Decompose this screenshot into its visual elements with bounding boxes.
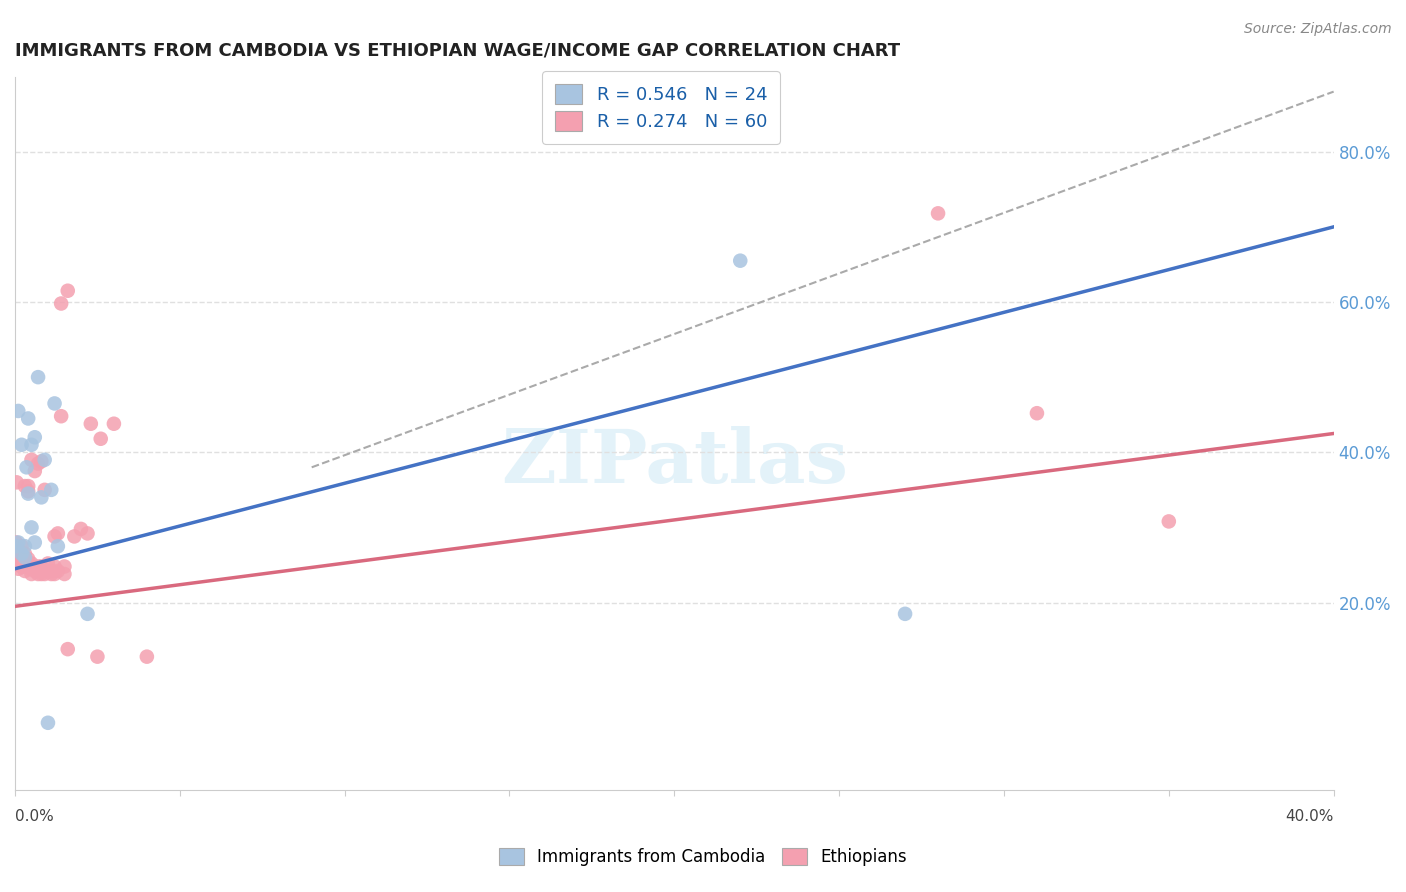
Point [56,642,79,657]
Point [17,484,39,499]
Point [14,564,37,578]
Point [6,475,28,490]
Point [37,715,59,730]
Point [76,526,98,541]
Point [34,483,56,497]
Point [1157,515,1180,529]
Point [17,479,39,493]
Point [37,564,59,578]
Point [135,649,157,664]
Point [46,539,69,553]
Text: ZIPatlas: ZIPatlas [501,425,848,499]
Point [39,564,62,578]
Point [30,454,52,468]
Point [39,483,62,497]
Point [7,562,30,576]
Point [20,438,42,452]
Point [24,564,46,578]
Point [27,457,49,471]
Point [86,649,108,664]
Point [49,296,72,310]
Point [46,526,69,541]
Point [14,539,37,553]
Point [24,430,46,444]
Point [34,452,56,467]
Point [7,549,30,563]
Point [1026,406,1049,420]
Point [53,559,76,574]
Point [14,552,37,566]
Point [4,535,27,549]
Point [103,417,125,431]
Point [20,557,42,571]
Point [20,520,42,534]
Point [27,559,49,574]
Point [70,522,93,536]
Point [17,411,39,425]
Point [14,559,37,574]
Point [7,404,30,418]
Point [30,559,52,574]
Point [20,562,42,576]
Point [7,535,30,549]
Point [7,543,30,558]
Point [10,547,32,561]
Point [10,539,32,553]
Point [894,607,917,621]
Point [14,479,37,493]
Point [44,529,66,543]
Text: Source: ZipAtlas.com: Source: ZipAtlas.com [1244,22,1392,37]
Point [10,559,32,574]
Point [37,557,59,571]
Point [17,552,39,566]
Point [927,206,949,220]
Point [15,460,38,475]
Point [10,438,32,452]
Point [80,417,103,431]
Legend: R = 0.546   N = 24, R = 0.274   N = 60: R = 0.546 N = 24, R = 0.274 N = 60 [543,71,780,144]
Point [44,559,66,574]
Point [34,567,56,582]
Point [39,567,62,582]
Point [30,567,52,582]
Text: 40.0%: 40.0% [1285,809,1334,824]
Point [14,550,37,565]
Point [53,567,76,582]
Point [63,529,86,543]
Point [10,550,32,565]
Text: IMMIGRANTS FROM CAMBODIA VS ETHIOPIAN WAGE/INCOME GAP CORRELATION CHART: IMMIGRANTS FROM CAMBODIA VS ETHIOPIAN WA… [15,42,900,60]
Point [14,547,37,561]
Text: 0.0%: 0.0% [15,809,53,824]
Point [30,491,52,505]
Point [27,370,49,384]
Point [44,567,66,582]
Point [76,607,98,621]
Point [56,284,79,298]
Point [30,561,52,575]
Point [7,558,30,572]
Point [27,567,49,582]
Point [17,557,39,571]
Point [6,539,28,553]
Point [44,396,66,410]
Point [46,564,69,578]
Legend: Immigrants from Cambodia, Ethiopians: Immigrants from Cambodia, Ethiopians [492,841,914,873]
Point [728,253,751,268]
Point [10,554,32,568]
Point [17,486,39,500]
Point [24,535,46,549]
Point [20,567,42,582]
Point [49,409,72,424]
Point [24,464,46,478]
Point [90,432,112,446]
Point [20,452,42,467]
